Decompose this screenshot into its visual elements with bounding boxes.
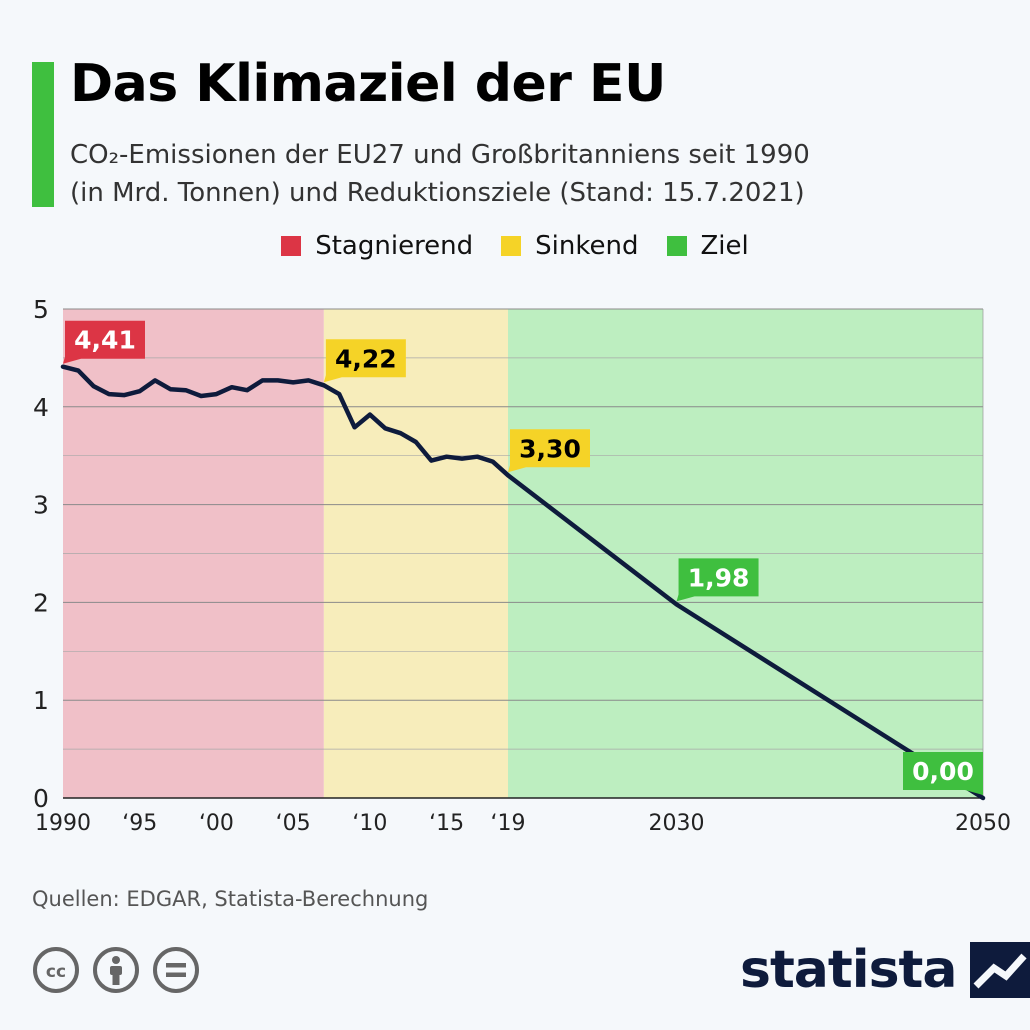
license-icons: cc (32, 946, 200, 994)
callout-bubble (508, 429, 590, 473)
legend-label-sinkend: Sinkend (535, 231, 639, 261)
emissions-line (60, 364, 986, 801)
legend: Stagnierend Sinkend Ziel (0, 231, 1030, 261)
legend-label-stagnierend: Stagnierend (315, 231, 474, 261)
x-tick-label: ‘00 (199, 811, 234, 836)
x-tick-label: ‘05 (276, 811, 311, 836)
callout-label: 1,98 (688, 563, 750, 592)
nd-icon (153, 947, 199, 993)
legend-item-sinkend: Sinkend (501, 231, 639, 261)
cc-icon: cc (33, 947, 79, 993)
callout-label: 4,22 (335, 344, 397, 373)
callout-label: 0,00 (912, 757, 974, 786)
subtitle: CO₂-Emissionen der EU27 und Großbritanni… (70, 136, 1010, 212)
callout-label: 4,41 (74, 326, 136, 355)
x-tick-label: 1990 (35, 811, 91, 836)
legend-swatch-sinkend (501, 236, 522, 256)
callout-bubble (63, 320, 145, 364)
callout-bubble (903, 752, 983, 795)
x-tick-label: ‘15 (429, 811, 464, 836)
y-tick-label: 5 (33, 295, 49, 324)
y-tick-label: 1 (33, 686, 49, 715)
y-tick-label: 0 (33, 784, 49, 813)
svg-text:cc: cc (46, 962, 66, 982)
source-note: Quellen: EDGAR, Statista-Berechnung (32, 887, 429, 911)
x-tick-label: 2030 (649, 811, 705, 836)
x-tick-label: ‘95 (122, 811, 157, 836)
callout-bubble (323, 339, 406, 383)
callout-label: 3,30 (519, 434, 581, 463)
emissions-line-chart: 0 1 2 3 4 5 1990 ‘95 ‘00 ‘05 ‘10 ‘15 ‘19 2030 2050 4,41… (33, 295, 1011, 836)
accent-bar (32, 62, 54, 207)
x-tick-label: ‘10 (352, 811, 387, 836)
page-title: Das Klimaziel der EU (70, 54, 666, 114)
legend-label-ziel: Ziel (700, 231, 749, 261)
y-tick-label: 4 (33, 393, 49, 422)
legend-item-stagnierend: Stagnierend (281, 231, 473, 261)
legend-item-ziel: Ziel (666, 231, 749, 261)
y-tick-label: 2 (33, 588, 49, 617)
legend-swatch-ziel (666, 236, 687, 256)
y-tick-label: 3 (33, 491, 49, 520)
subtitle-line-2: (in Mrd. Tonnen) und Reduktionsziele (St… (70, 178, 805, 208)
subtitle-line-1: CO₂-Emissionen der EU27 und Großbritanni… (70, 140, 810, 170)
legend-swatch-stagnierend (281, 236, 302, 256)
x-tick-label: ‘19 (491, 811, 526, 836)
by-icon (93, 947, 139, 993)
statista-logo: statista (740, 940, 1030, 1000)
callout-bubble (676, 558, 759, 602)
statista-logo-mark-icon (970, 942, 1030, 998)
x-tick-label: 2050 (955, 811, 1011, 836)
logo-text: statista (740, 940, 957, 1000)
